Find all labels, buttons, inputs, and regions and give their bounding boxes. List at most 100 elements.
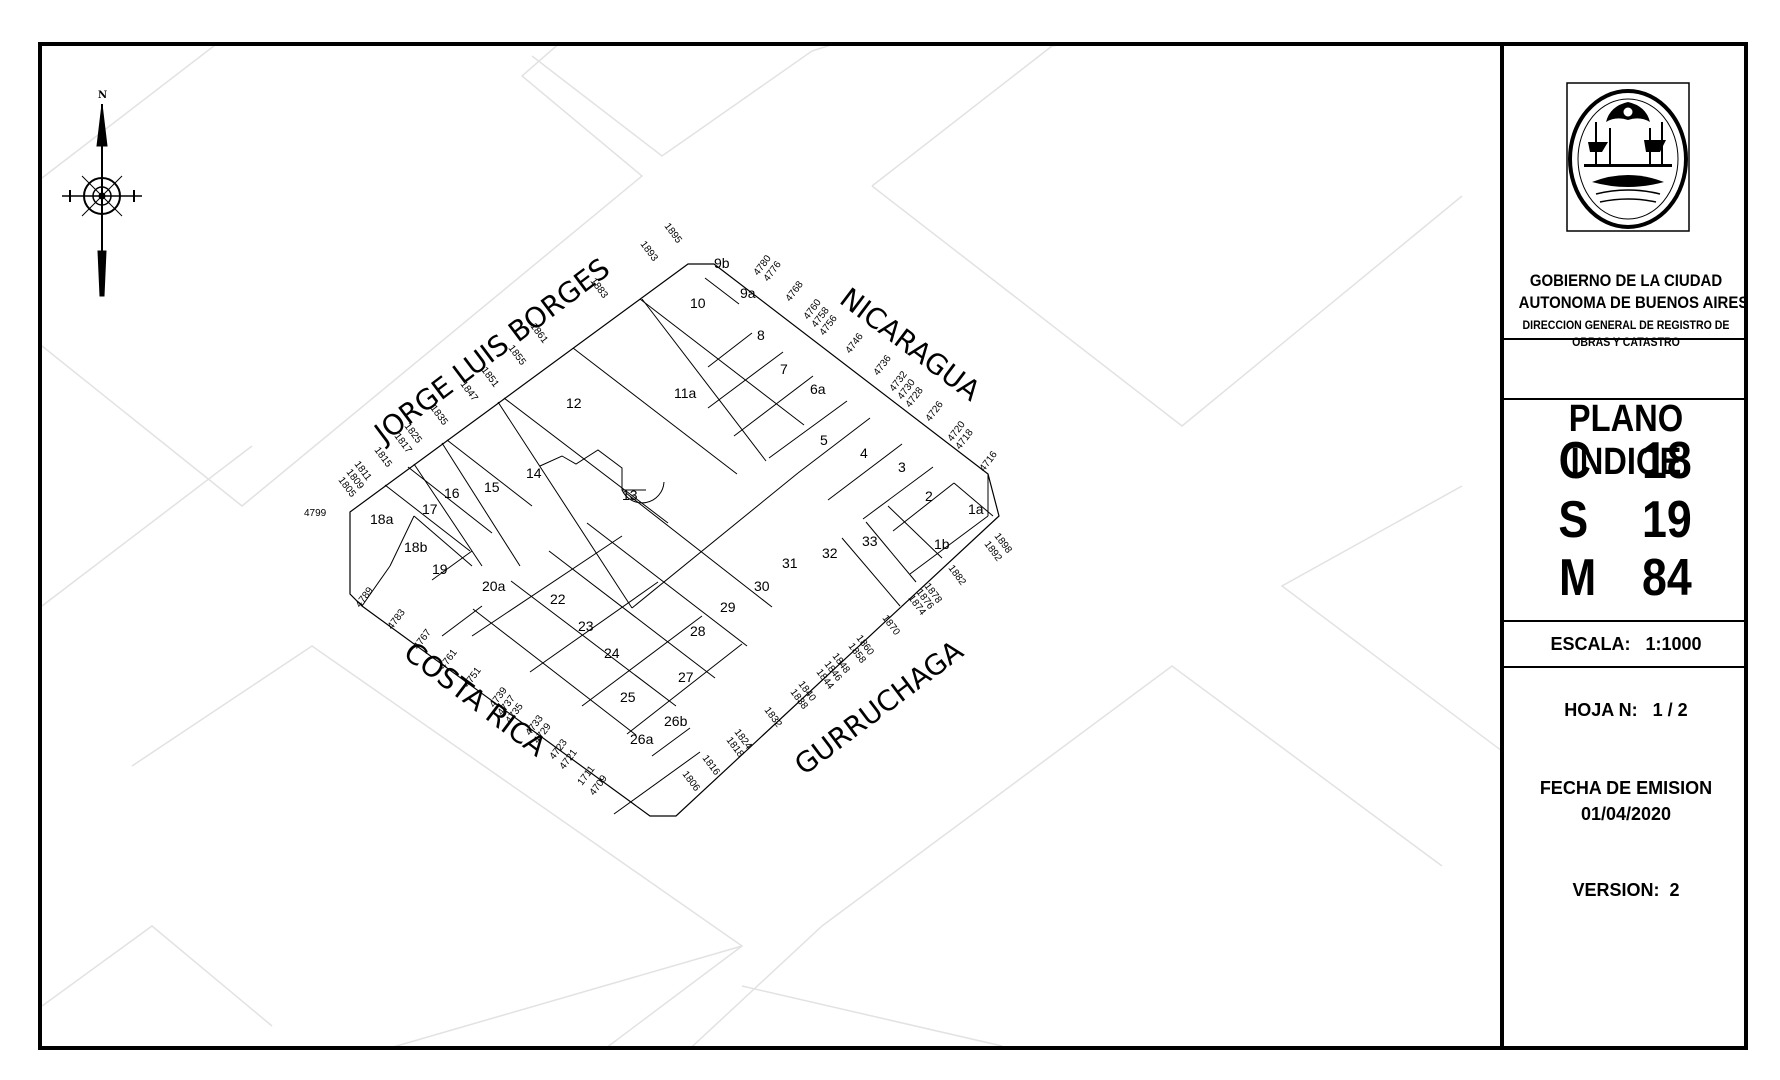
door-number: 1882 [946,563,968,588]
lot-label: 5 [820,432,828,448]
lot-label: 28 [690,623,706,639]
door-number: 4716 [978,449,1000,474]
neighbor-block-outline [131,645,744,1046]
s-value: 19 [1642,491,1692,549]
lot-label: 23 [578,618,594,634]
lot-label: 13 [622,487,638,503]
department-line1: DIRECCION GENERAL DE REGISTRO DE [1522,318,1730,332]
door-number: 4783 [386,607,408,632]
lot-label: 1b [934,536,950,552]
lot-label: 6a [810,381,826,397]
lot-label: 18b [404,539,428,555]
lot-label: 8 [757,327,765,343]
scale-value: 1:1000 [1645,634,1702,654]
lot-label: 9b [714,255,730,271]
divider [1504,398,1748,400]
neighbor-block-outline [741,985,1003,1046]
door-number: 1895 [662,221,684,246]
sheet-label: HOJA N: [1564,700,1638,720]
street-name-costa-rica: COSTA RICA [398,635,553,763]
neighbor-blocks [42,46,1502,1046]
door-number: 4746 [844,331,866,356]
block-lines [349,263,1000,817]
version-label: VERSION: [1572,880,1660,900]
sheet-row: HOJA N: 1 / 2 [1504,700,1748,721]
scale-row: ESCALA: 1:1000 [1504,634,1748,655]
neighbor-block-outline [531,46,831,157]
lot-label: 27 [678,669,694,685]
scale-label: ESCALA: [1550,634,1631,654]
cadastral-map: N [42,46,1502,1046]
lot-label: 2 [925,488,933,504]
divider [1504,620,1748,622]
lot-label: 7 [780,361,788,377]
block-outline [349,263,1000,817]
lot-label: 31 [782,555,798,571]
lot-labels: 1a 1b 2 3 4 5 6a 7 8 9a 9b 10 11a 12 13 … [370,255,984,747]
divider [1504,666,1748,668]
plan-title: PLANO INDICE [1568,398,1684,483]
lot-label: 16 [444,485,460,501]
neighbor-block-outline [42,925,273,1027]
title-block: GOBIERNO DE LA CIUDAD AUTONOMA DE BUENOS… [1500,46,1748,1046]
issue-date-value: 01/04/2020 [1580,804,1672,824]
issue-date-label: FECHA DE EMISION [1539,778,1713,798]
lot-label: 19 [432,561,448,577]
circunscripcion-row: C 18 [1504,431,1748,497]
lot-label: 26a [630,731,654,747]
sheet-value: 1 / 2 [1652,700,1688,720]
version-value: 2 [1669,880,1680,900]
manzana-row: M 84 [1504,548,1748,614]
door-number: 1816 [700,753,722,778]
gov-name-line1: GOBIERNO DE LA CIUDAD [1529,271,1723,290]
north-arrow [62,103,142,297]
gov-name-line2: AUTONOMA DE BUENOS AIRES [1518,293,1749,312]
lot-label: 32 [822,545,838,561]
map-area: N [42,46,1502,1046]
m-label: M [1559,549,1597,607]
door-number: 4726 [924,399,946,424]
lot-label: 22 [550,591,566,607]
c-label: C [1558,432,1591,490]
map-frame: N [38,42,1748,1050]
door-number: 1806 [680,769,702,794]
door-number: 4799 [304,508,327,519]
street-name-jorge-luis-borges: JORGE LUIS BORGES [367,252,616,451]
door-number: 1893 [638,239,660,264]
lot-label: 18a [370,511,394,527]
lot-label: 26b [664,713,688,729]
door-number: 4789 [354,585,376,610]
version-row: VERSION: 2 [1504,880,1748,901]
lot-label: 12 [566,395,582,411]
lot-label: 3 [898,459,906,475]
lot-label: 24 [604,645,620,661]
logo-cell: GOBIERNO DE LA CIUDAD AUTONOMA DE BUENOS… [1504,46,1748,390]
door-numbers-borges: 1895 1893 1883 1861 1855 1851 1847 1835 … [336,221,684,500]
divider [1504,338,1748,340]
door-number: 4768 [784,279,806,304]
c-value: 18 [1642,432,1692,490]
lot-label: 4 [860,445,868,461]
lot-label: 25 [620,689,636,705]
neighbor-block-outline [691,665,1443,1046]
lot-label: 20a [482,578,506,594]
neighbor-block-outline [871,46,1057,187]
neighbor-block-outline [393,945,743,1046]
lot-label: 29 [720,599,736,615]
lot-label: 17 [422,501,438,517]
lot-label: 9a [740,285,756,301]
north-label: N [98,90,107,101]
lot-label: 15 [484,479,500,495]
street-name-gurruchaga: GURRUCHAGA [788,634,969,782]
m-value: 84 [1642,549,1692,607]
lot-label: 30 [754,578,770,594]
neighbor-block-outline [42,46,644,507]
lot-label: 10 [690,295,706,311]
s-label: S [1558,491,1589,549]
lot-label: 1a [968,501,984,517]
city-coat-of-arms-icon [1566,82,1690,232]
neighbor-block-outline [42,445,253,607]
lot-label: 11a [674,385,697,401]
neighbor-block-outline [1280,485,1502,752]
door-number: 1832 [762,705,784,730]
